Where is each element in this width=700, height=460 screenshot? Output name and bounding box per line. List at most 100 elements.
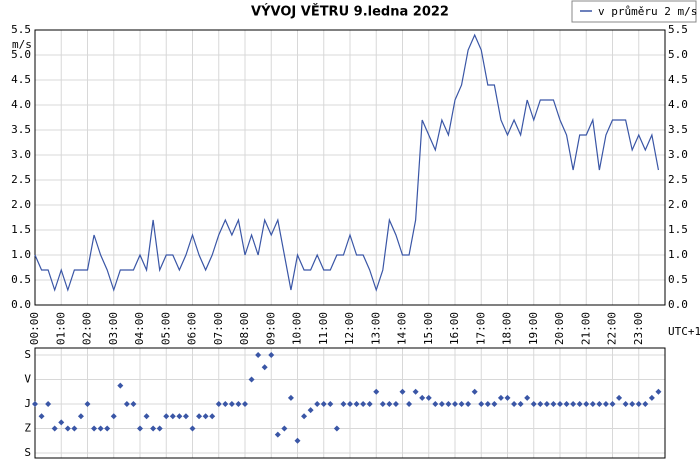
point: [314, 401, 321, 407]
x-tick-label: 15:00: [422, 312, 435, 345]
x-tick-label: 06:00: [186, 312, 199, 345]
point: [130, 401, 137, 407]
point: [399, 388, 406, 395]
point: [228, 401, 235, 407]
point: [123, 401, 130, 407]
x-tick-label: 14:00: [396, 312, 409, 345]
point: [642, 401, 649, 407]
point: [609, 401, 616, 407]
y-tick-label: S: [24, 446, 31, 459]
point: [150, 425, 157, 432]
point: [425, 394, 432, 401]
point: [655, 388, 662, 395]
x-tick-label: 11:00: [317, 312, 330, 345]
point: [589, 401, 596, 407]
point: [635, 401, 642, 407]
y-tick-label-right: 3.5: [668, 123, 688, 136]
point: [38, 413, 45, 420]
point: [478, 401, 485, 407]
point: [97, 425, 104, 432]
x-tick-label: 00:00: [28, 312, 41, 345]
point: [215, 401, 222, 407]
x-tick-label: 23:00: [632, 312, 645, 345]
point: [386, 401, 393, 407]
point: [629, 401, 636, 407]
point: [287, 394, 294, 401]
y-tick-label-right: 5.5: [668, 23, 688, 36]
y-tick-label: 4.0: [11, 98, 31, 111]
point: [504, 394, 511, 401]
point: [438, 401, 445, 407]
y-tick-label: 2.0: [11, 198, 31, 211]
y-tick-label: 5.0: [11, 48, 31, 61]
y-tick-label-right: 0.0: [668, 298, 688, 311]
point: [281, 425, 288, 432]
y-tick-label: 0.5: [11, 273, 31, 286]
point: [156, 425, 163, 432]
point: [110, 413, 117, 420]
y-tick-label-right: 1.5: [668, 223, 688, 236]
x-tick-label: 04:00: [133, 312, 146, 345]
y-tick-label-right: 0.5: [668, 273, 688, 286]
point: [209, 413, 216, 420]
point: [301, 413, 308, 420]
point: [196, 413, 203, 420]
x-tick-label: 19:00: [527, 312, 540, 345]
x-tick-label: 17:00: [474, 312, 487, 345]
x-tick-label: 10:00: [291, 312, 304, 345]
point: [366, 401, 373, 407]
point: [137, 425, 143, 432]
chart-title: VÝVOJ VĚTRU 9.ledna 2022: [251, 4, 449, 20]
point: [432, 401, 439, 407]
point: [58, 419, 65, 426]
x-tick-label: 01:00: [54, 312, 67, 345]
y-tick-label: 0.0: [11, 298, 31, 311]
y-tick-label: 1.5: [11, 223, 31, 236]
point: [294, 437, 301, 444]
point: [84, 401, 91, 407]
point: [327, 401, 334, 407]
point: [189, 425, 196, 432]
point: [176, 413, 183, 420]
point: [248, 376, 255, 383]
point: [648, 394, 655, 401]
point: [379, 401, 386, 407]
x-tick-label: 07:00: [212, 312, 225, 345]
point: [104, 425, 111, 432]
x-axis-label: UTC+1: [668, 325, 700, 338]
y-tick-label: 2.5: [11, 173, 31, 186]
point: [163, 413, 170, 420]
y-tick-label-right: 4.5: [668, 73, 688, 86]
point: [143, 413, 150, 420]
y-tick-label-right: 4.0: [668, 98, 688, 111]
point: [64, 425, 71, 432]
point: [458, 401, 465, 407]
y-tick-label: 1.0: [11, 248, 31, 261]
y-tick-label: V: [24, 373, 31, 386]
point: [333, 425, 340, 432]
point: [340, 401, 347, 407]
legend: v průměru 2 m/s: [571, 0, 697, 23]
point: [261, 364, 268, 371]
point: [77, 413, 84, 420]
point: [616, 394, 623, 401]
point: [71, 425, 78, 432]
point: [182, 413, 189, 420]
x-tick-label: 18:00: [501, 312, 514, 345]
point: [320, 401, 327, 407]
point: [445, 401, 452, 407]
point: [32, 401, 38, 407]
legend-box: [571, 0, 697, 23]
point: [596, 401, 603, 407]
plot-border: [34, 29, 666, 306]
x-tick-label: 13:00: [369, 312, 382, 345]
point: [117, 382, 124, 389]
y-tick-label-right: 2.5: [668, 173, 688, 186]
point: [550, 401, 557, 407]
point: [576, 401, 583, 407]
y-tick-label: S: [24, 348, 31, 361]
point: [622, 401, 629, 407]
point: [255, 352, 262, 358]
line: [34, 33, 660, 292]
